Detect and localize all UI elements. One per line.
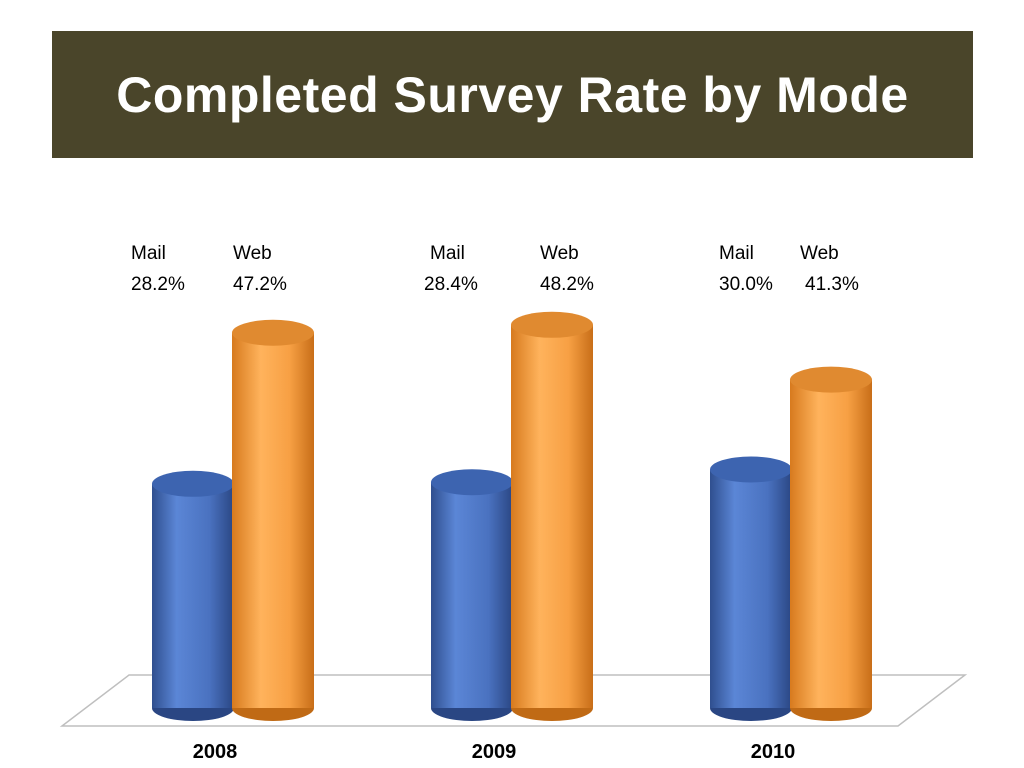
bar-top <box>790 366 872 393</box>
data-label-web-value: 41.3% <box>805 274 859 295</box>
page-title: Completed Survey Rate by Mode <box>116 66 909 123</box>
title-banner: Completed Survey Rate by Mode <box>52 31 973 158</box>
bar-mail-2008 <box>152 470 234 721</box>
bar-body <box>431 482 513 708</box>
bar-top <box>511 311 593 338</box>
bar-body <box>232 332 314 708</box>
bar-web-2008 <box>232 319 314 721</box>
bar-top <box>431 469 513 496</box>
data-label-web-value: 48.2% <box>540 274 594 295</box>
data-label-mail-value: 28.4% <box>424 274 478 295</box>
data-label-mail-value: 28.2% <box>131 274 185 295</box>
data-label-mail-value: 30.0% <box>719 274 773 295</box>
bar-body <box>152 483 234 708</box>
data-label-web-name: Web <box>233 243 272 264</box>
bar-web-2010 <box>790 366 872 721</box>
bars-layer <box>152 311 872 721</box>
data-label-mail-name: Mail <box>430 243 465 264</box>
x-tick-label: 2008 <box>193 741 238 763</box>
bar-top <box>152 470 234 497</box>
x-tick-label: 2009 <box>472 741 517 763</box>
bar-top <box>710 456 792 483</box>
x-tick-label: 2010 <box>751 741 796 763</box>
labels-layer: Mail Web 28.2% 47.2% Mail Web 28.4% 48.2% Mail We… <box>131 243 859 295</box>
data-label-web-value: 47.2% <box>233 274 287 295</box>
data-label-web-name: Web <box>800 243 839 264</box>
bar-top <box>232 319 314 346</box>
x-axis-ticks: 2008 2009 2010 <box>193 741 796 763</box>
data-label-web-name: Web <box>540 243 579 264</box>
bar-body <box>710 469 792 708</box>
bar-web-2009 <box>511 311 593 721</box>
data-label-mail-name: Mail <box>719 243 754 264</box>
bar-mail-2009 <box>431 469 513 721</box>
data-label-mail-name: Mail <box>131 243 166 264</box>
bar-mail-2010 <box>710 456 792 721</box>
bar-body <box>511 324 593 708</box>
bar-body <box>790 379 872 708</box>
